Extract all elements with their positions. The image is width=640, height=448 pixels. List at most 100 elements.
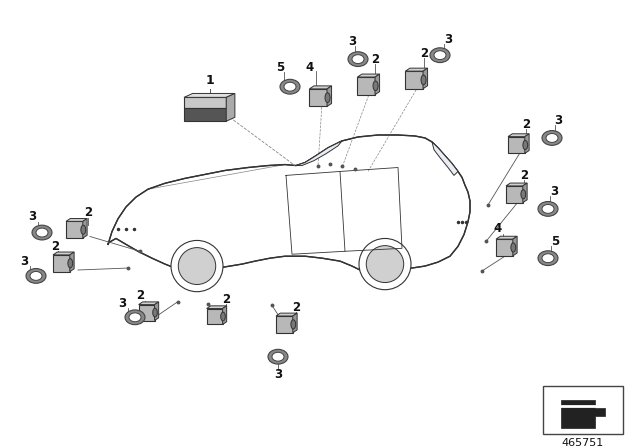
Ellipse shape xyxy=(542,204,554,213)
Text: 2: 2 xyxy=(420,47,428,60)
Ellipse shape xyxy=(153,308,157,317)
Ellipse shape xyxy=(542,254,554,263)
Ellipse shape xyxy=(434,51,446,60)
Text: 1: 1 xyxy=(205,74,214,87)
Text: 3: 3 xyxy=(28,210,36,223)
Polygon shape xyxy=(496,236,517,239)
Polygon shape xyxy=(506,186,523,202)
Polygon shape xyxy=(375,74,380,95)
Text: 3: 3 xyxy=(348,35,356,48)
Circle shape xyxy=(366,246,404,283)
Text: 2: 2 xyxy=(371,52,379,65)
Text: 2: 2 xyxy=(222,293,230,306)
Bar xyxy=(543,386,623,434)
Polygon shape xyxy=(66,219,87,221)
Polygon shape xyxy=(108,135,470,272)
Ellipse shape xyxy=(511,243,516,252)
Polygon shape xyxy=(327,86,332,107)
Polygon shape xyxy=(357,77,375,95)
Ellipse shape xyxy=(36,228,48,237)
Text: 4: 4 xyxy=(494,222,502,235)
Polygon shape xyxy=(207,306,227,309)
Ellipse shape xyxy=(68,258,73,268)
Polygon shape xyxy=(276,316,293,333)
Ellipse shape xyxy=(280,79,300,94)
Ellipse shape xyxy=(125,310,145,325)
Polygon shape xyxy=(423,68,428,89)
Polygon shape xyxy=(561,401,605,428)
Polygon shape xyxy=(184,94,235,97)
Polygon shape xyxy=(276,313,297,316)
Polygon shape xyxy=(155,302,159,320)
Circle shape xyxy=(359,238,411,290)
Ellipse shape xyxy=(421,75,426,85)
Text: 3: 3 xyxy=(554,114,562,127)
Text: 4: 4 xyxy=(306,60,314,73)
Ellipse shape xyxy=(542,130,562,145)
Text: 3: 3 xyxy=(274,368,282,381)
Polygon shape xyxy=(405,71,423,89)
Ellipse shape xyxy=(348,52,368,66)
Text: 2: 2 xyxy=(520,169,528,182)
Text: 3: 3 xyxy=(20,254,28,267)
Text: 465751: 465751 xyxy=(562,439,604,448)
Circle shape xyxy=(171,241,223,292)
Ellipse shape xyxy=(81,225,86,234)
Ellipse shape xyxy=(325,93,330,103)
Polygon shape xyxy=(508,134,529,137)
Polygon shape xyxy=(525,134,529,153)
Polygon shape xyxy=(139,305,155,320)
Ellipse shape xyxy=(30,271,42,280)
Polygon shape xyxy=(309,86,332,89)
Polygon shape xyxy=(227,94,235,121)
Polygon shape xyxy=(523,183,527,202)
Text: 2: 2 xyxy=(51,240,59,253)
Text: 2: 2 xyxy=(84,207,92,220)
Ellipse shape xyxy=(129,313,141,322)
Text: 5: 5 xyxy=(276,60,284,73)
Ellipse shape xyxy=(538,251,558,266)
Polygon shape xyxy=(53,255,70,271)
Ellipse shape xyxy=(272,352,284,361)
Text: 2: 2 xyxy=(136,289,144,302)
Ellipse shape xyxy=(521,190,525,199)
Polygon shape xyxy=(357,74,380,77)
Polygon shape xyxy=(405,68,428,71)
Polygon shape xyxy=(513,236,517,256)
Polygon shape xyxy=(207,309,223,324)
Ellipse shape xyxy=(268,349,288,364)
Polygon shape xyxy=(496,239,513,256)
Polygon shape xyxy=(506,183,527,186)
Ellipse shape xyxy=(430,48,450,63)
Polygon shape xyxy=(309,89,327,107)
Ellipse shape xyxy=(538,202,558,216)
Polygon shape xyxy=(508,137,525,153)
Text: 3: 3 xyxy=(444,33,452,46)
Ellipse shape xyxy=(352,55,364,64)
Ellipse shape xyxy=(523,140,527,150)
Polygon shape xyxy=(296,141,342,166)
Polygon shape xyxy=(139,302,159,305)
Polygon shape xyxy=(83,219,87,238)
Ellipse shape xyxy=(291,320,296,329)
Ellipse shape xyxy=(373,81,378,90)
Text: 2: 2 xyxy=(292,301,300,314)
Polygon shape xyxy=(293,313,297,333)
Polygon shape xyxy=(223,306,227,324)
Polygon shape xyxy=(184,108,227,121)
Polygon shape xyxy=(66,221,83,238)
Ellipse shape xyxy=(284,82,296,91)
Polygon shape xyxy=(432,142,458,176)
Ellipse shape xyxy=(221,312,225,321)
Polygon shape xyxy=(70,252,74,271)
Circle shape xyxy=(179,248,216,284)
Text: 5: 5 xyxy=(551,235,559,248)
Ellipse shape xyxy=(26,268,46,283)
Text: 3: 3 xyxy=(118,297,126,310)
Polygon shape xyxy=(184,97,227,108)
Ellipse shape xyxy=(546,134,558,142)
Text: 2: 2 xyxy=(522,118,530,131)
Polygon shape xyxy=(53,252,74,255)
Text: 3: 3 xyxy=(550,185,558,198)
Ellipse shape xyxy=(32,225,52,240)
